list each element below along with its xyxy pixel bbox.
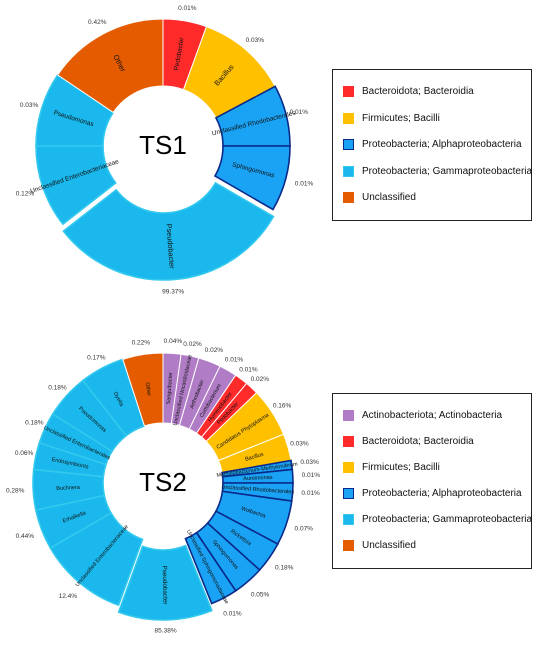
slice-value-label: 0.01% — [301, 490, 320, 497]
slice-value-label: 85.38% — [155, 628, 177, 635]
slice-label: Pseudobacter — [161, 565, 169, 604]
legend-swatch — [343, 139, 354, 150]
slice-value-label: 0.28% — [6, 487, 25, 494]
slice-value-label: 0.04% — [164, 338, 183, 345]
legend-ts1: Bacteroidota; Bacteroidia Firmicutes; Bac… — [332, 69, 532, 221]
slice-value-label: 0.02% — [205, 347, 224, 354]
slice-value-label: 0.01% — [290, 109, 309, 116]
legend-label: Actinobacteriota; Actinobacteria — [362, 410, 503, 421]
slice-unclassified-sphingomonadaceae — [184, 531, 237, 605]
chart-title: TS2 — [139, 467, 187, 497]
slice-value-label: 0.03% — [246, 37, 265, 44]
slice-label: Pseudobacter — [165, 223, 177, 269]
slice-value-label: 0.18% — [25, 420, 44, 427]
legend-label: Firmicutes; Bacilli — [362, 462, 440, 473]
slice-value-label: 0.01% — [223, 610, 242, 617]
slice-label: Aureimonas — [243, 475, 273, 483]
slice-value-label: 0.03% — [300, 459, 319, 466]
slice-pseudobacter — [62, 181, 275, 281]
chart-title: TS1 — [139, 130, 187, 160]
legend-label: Proteobacteria; Alphaproteobacteria — [362, 139, 522, 150]
legend-swatch — [343, 112, 354, 124]
slice-value-label: 0.07% — [295, 525, 314, 532]
legend-label: Proteobacteria; Gammaproteobacteria — [362, 165, 533, 177]
legend-label: Bacteroidota; Bacteroidia — [362, 86, 474, 97]
slice-sphingomonas — [213, 145, 291, 211]
legend-label: Firmicutes; Bacilli — [362, 112, 440, 124]
legend-label: Proteobacteria; Gammaproteobacteria — [362, 514, 533, 525]
legend-swatch — [343, 192, 354, 203]
slice-value-label: 0.01% — [178, 5, 197, 12]
slice-value-label: 0.06% — [15, 450, 34, 457]
slice-value-label: 99.37% — [162, 288, 184, 295]
slice-value-label: 0.18% — [275, 565, 294, 572]
legend-swatch — [343, 540, 354, 551]
legend-swatch — [343, 86, 354, 97]
slice-value-label: 0.01% — [295, 181, 314, 188]
slice-pseudobacter — [117, 544, 213, 621]
slice-value-label: 0.02% — [251, 376, 270, 383]
legend-swatch — [343, 165, 354, 177]
slice-label: Buchnera — [56, 485, 81, 492]
legend-ts2: Actinobacteriota; Actinobacteria Bacteroi… — [332, 393, 532, 569]
slice-other — [122, 352, 164, 427]
slice-label: Other — [144, 382, 152, 397]
legend-swatch — [343, 462, 354, 473]
legend-swatch — [343, 410, 354, 421]
slice-value-label: 0.03% — [20, 102, 39, 109]
slice-value-label: 0.01% — [239, 366, 258, 373]
slice-value-label: 0.17% — [87, 354, 106, 361]
slice-label: Sanguibacter — [166, 372, 174, 405]
slice-label: Unclassified Rhodobacterales — [221, 485, 294, 496]
slice-value-label: 0.22% — [132, 339, 151, 346]
donut-chart-ts1: Pedobacter0.01%Bacillus0.03%Unclassified… — [16, 5, 314, 296]
legend-label: Unclassified — [362, 192, 416, 203]
slice-value-label: 12.4% — [59, 593, 78, 600]
legend-swatch — [343, 436, 354, 447]
slice-other — [57, 18, 164, 114]
slice-value-label: 0.16% — [273, 402, 292, 409]
slice-value-label: 0.12% — [16, 190, 35, 197]
slice-value-label: 0.42% — [88, 19, 107, 26]
legend-label: Unclassified — [362, 540, 416, 551]
slice-value-label: 0.05% — [251, 591, 270, 598]
slice-value-label: 0.44% — [16, 533, 35, 540]
slice-value-label: 0.02% — [183, 341, 202, 348]
slice-value-label: 0.18% — [48, 385, 67, 392]
slice-value-label: 0.01% — [302, 472, 321, 479]
slice-value-label: 0.01% — [225, 357, 244, 364]
slice-value-label: 0.03% — [290, 441, 309, 448]
legend-label: Bacteroidota; Bacteroidia — [362, 436, 474, 447]
legend-label: Proteobacteria; Alphaproteobacteria — [362, 488, 522, 499]
slice-label: Bacillus — [245, 452, 265, 463]
legend-swatch — [343, 514, 354, 525]
legend-swatch — [343, 488, 354, 499]
